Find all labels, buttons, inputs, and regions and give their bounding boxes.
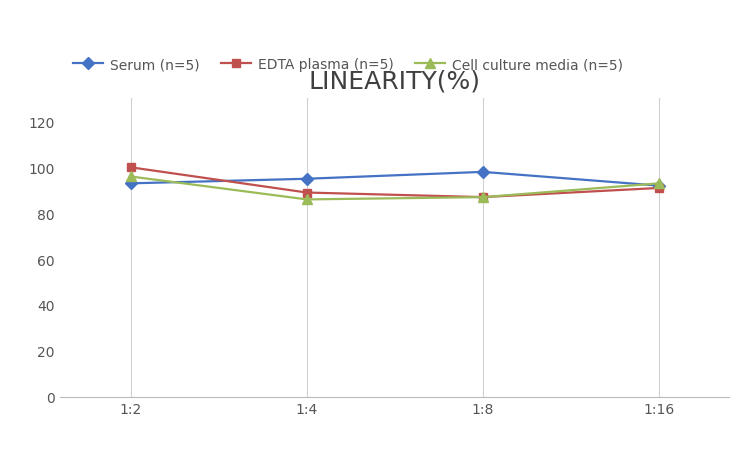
EDTA plasma (n=5) [302,190,311,196]
Cell culture media (n=5) [654,181,663,187]
Legend: Serum (n=5), EDTA plasma (n=5), Cell culture media (n=5): Serum (n=5), EDTA plasma (n=5), Cell cul… [67,53,629,78]
Title: LINEARITY(%): LINEARITY(%) [309,69,481,93]
Line: Serum (n=5): Serum (n=5) [126,168,663,190]
Line: EDTA plasma (n=5): EDTA plasma (n=5) [126,164,663,202]
EDTA plasma (n=5) [478,195,487,200]
Cell culture media (n=5) [302,197,311,202]
Line: Cell culture media (n=5): Cell culture media (n=5) [126,172,664,205]
Serum (n=5) [478,170,487,175]
Serum (n=5) [302,177,311,182]
EDTA plasma (n=5) [126,165,135,170]
Cell culture media (n=5) [126,175,135,180]
Serum (n=5) [126,181,135,187]
EDTA plasma (n=5) [654,186,663,191]
Cell culture media (n=5) [478,195,487,200]
Serum (n=5) [654,184,663,189]
